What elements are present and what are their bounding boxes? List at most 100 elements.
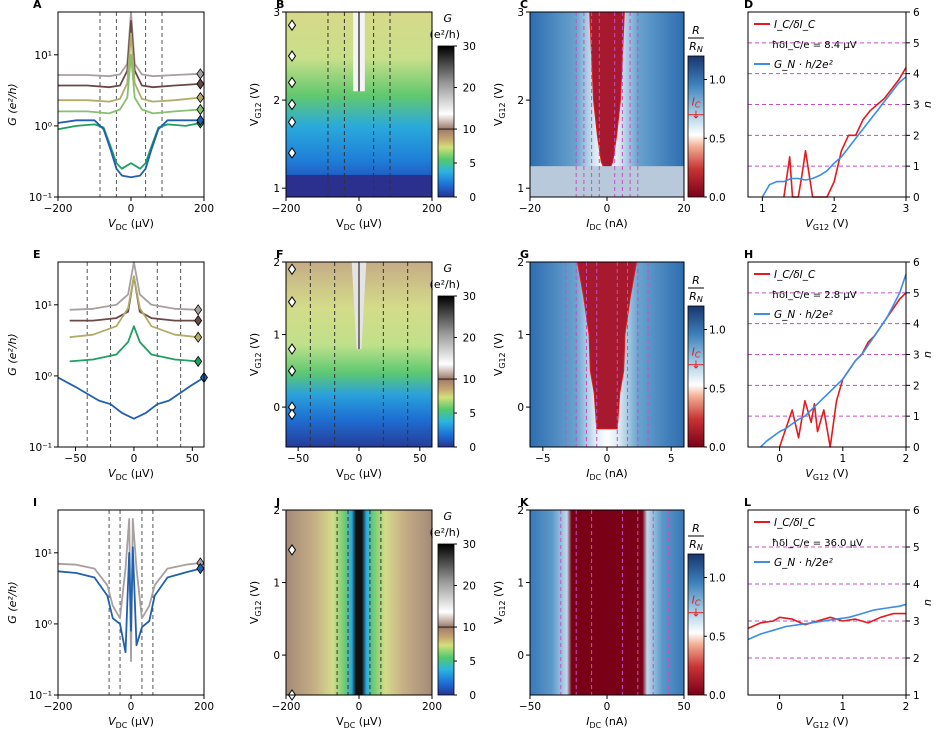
panel-G-ic-label: IC	[692, 345, 701, 359]
panel-L-ytick-label: 1	[913, 690, 920, 702]
panel-C-colorbar-den-main: R	[689, 40, 697, 53]
panel-D-xlabel: VG12 (V)	[805, 217, 848, 232]
panel-G-letter: G	[520, 248, 529, 261]
panel-H-ytick-label: 6	[913, 257, 920, 269]
panel-K-ylabel-unit: (V)	[492, 581, 505, 601]
panel-G-ytick-label: 1	[517, 330, 524, 342]
panel-K-ytick-label: 1	[517, 578, 524, 590]
panel-A-end-marker	[196, 114, 205, 126]
panel-F-xtick-label: 0	[356, 453, 363, 465]
panel-B-xlabel-unit: (μV)	[355, 217, 382, 230]
panel-C-xtick-label: 0	[604, 203, 611, 215]
panel-H-ytick-label: 4	[913, 319, 920, 331]
panel-K-colorbar-den-sub: N	[697, 543, 703, 552]
panel-D-ytick-label: 5	[913, 38, 920, 50]
panel-K-colorbar-tick-label: 0.0	[709, 690, 726, 702]
panel-J-ylabel-sub: G12	[254, 600, 263, 616]
panel-J-ylabel-main: V	[248, 616, 261, 624]
panel-I-series-line	[57, 546, 201, 654]
panel-I-end-marker	[196, 562, 205, 575]
panel-L-series-line	[747, 612, 906, 630]
panel-C-colorbar-tick-label: 0.5	[709, 133, 726, 145]
panel-K-xlabel-sub: DC	[590, 721, 602, 730]
panel-A-xlabel-main: V	[108, 217, 117, 230]
panel-J-letter: J	[275, 496, 280, 509]
panel-A-xtick-label: −200	[44, 203, 73, 215]
panel-G-ytick-label: 0	[517, 402, 524, 414]
panel-C-ic-label: IC	[692, 95, 701, 109]
panel-D-ytick-label: 6	[913, 7, 920, 19]
panel-A-xtick-label: 200	[194, 203, 214, 215]
panel-A-letter: A	[33, 0, 42, 11]
panel-B-ylabel: VG12 (V)	[248, 83, 263, 126]
panel-L-annotation: ħδI_C/e = 36.0 μV	[772, 538, 863, 549]
panel-E-ytick-label: 10⁰	[34, 371, 52, 383]
panel-B-colorbar-bar	[437, 45, 455, 198]
panel-B-colorbar-tick-label: 10	[463, 124, 476, 136]
panel-I: −200 0 200 10⁻¹ 10⁰ 10¹ I G (e²/h) VDC (μV)	[6, 496, 214, 730]
panel-L-xlabel-unit: (V)	[829, 715, 849, 728]
panel-E-series-line	[57, 376, 205, 420]
panel-J-heatmap	[286, 510, 432, 695]
panel-I-ylabel: G (e²/h)	[6, 581, 19, 623]
panel-D-xtick-label: 1	[759, 203, 766, 215]
panel-B-colorbar: 0 5 10 20 30 G (e²/h)	[430, 12, 476, 204]
panel-A-ytick-label: 10⁰	[34, 121, 52, 133]
panel-I-xtick-label: −200	[44, 701, 73, 713]
panel-K-xtick-label: 0	[604, 701, 611, 713]
panel-B-diamond-marker	[287, 50, 297, 62]
panel-F-diamond-marker	[287, 364, 297, 377]
panel-C-ic-sub: C	[695, 100, 701, 109]
panel-E-ytick-label: 10¹	[34, 300, 52, 312]
panel-I-xlabel-sub: DC	[116, 721, 128, 730]
panel-G-xtick-label: −5	[535, 453, 550, 465]
panel-J-xtick-label: 0	[356, 701, 363, 713]
panel-C-colorbar-den: RN	[689, 40, 703, 54]
panel-B-ylabel-main: V	[248, 118, 261, 126]
panel-J-colorbar-tick-label: 5	[469, 656, 476, 668]
panel-L-series-line	[747, 603, 907, 641]
panel-H-ytick-label: 1	[913, 411, 920, 423]
panel-F-colorbar-tick-label: 10	[463, 374, 476, 386]
panel-H-ytick-label: 3	[913, 350, 920, 362]
panel-G-colorbar-den: RN	[689, 290, 703, 304]
panel-A-series-line	[58, 32, 201, 103]
panel-F-ylabel-main: V	[248, 368, 261, 376]
panel-B-ytick-label: 2	[273, 95, 280, 107]
panel-C-ytick-label: 2	[517, 95, 524, 107]
panel-A-ytick-label: 10¹	[34, 50, 52, 62]
panel-F-xlabel-unit: (μV)	[355, 467, 382, 480]
panel-G-ylabel-sub: G12	[498, 352, 507, 368]
panel-J-colorbar-bar	[437, 543, 455, 696]
panel-J-xtick-label: 200	[422, 701, 442, 713]
panel-G-ic-sub: C	[695, 350, 701, 359]
panel-G-colorbar-den-main: R	[689, 290, 697, 303]
panel-J-xlabel-unit: (μV)	[355, 715, 382, 728]
panel-G-colorbar-den-sub: N	[697, 295, 703, 304]
panel-K-colorbar-tick-label: 1.0	[709, 573, 726, 585]
panel-F-xlabel-main: V	[336, 467, 344, 480]
panel-G-xtick-label: 5	[668, 453, 675, 465]
panel-B-xlabel: VDC (μV)	[336, 217, 382, 232]
panel-A-ylabel: G (e²/h)	[6, 83, 19, 125]
panel-G-colorbar-num: R	[692, 274, 700, 287]
panel-G-ytick-label: 2	[517, 257, 524, 269]
panel-C-xlabel-main: I	[586, 217, 589, 230]
panel-E-end-marker	[194, 355, 203, 368]
panel-F-colorbar-tick-label: 5	[469, 408, 476, 420]
panel-A-series-line	[58, 53, 201, 115]
panel-L-letter: L	[744, 496, 751, 509]
panel-F-ytick-label: 0	[273, 402, 280, 414]
panel-F-colorbar: 0 5 10 20 30 G (e²/h)	[430, 262, 476, 454]
panel-G-colorbar-tick-label: 0.5	[709, 383, 726, 395]
panel-K-ic-main: I	[692, 593, 695, 606]
panel-K-colorbar-bar	[687, 553, 705, 696]
panel-F-ytick-label: 1	[273, 330, 280, 342]
